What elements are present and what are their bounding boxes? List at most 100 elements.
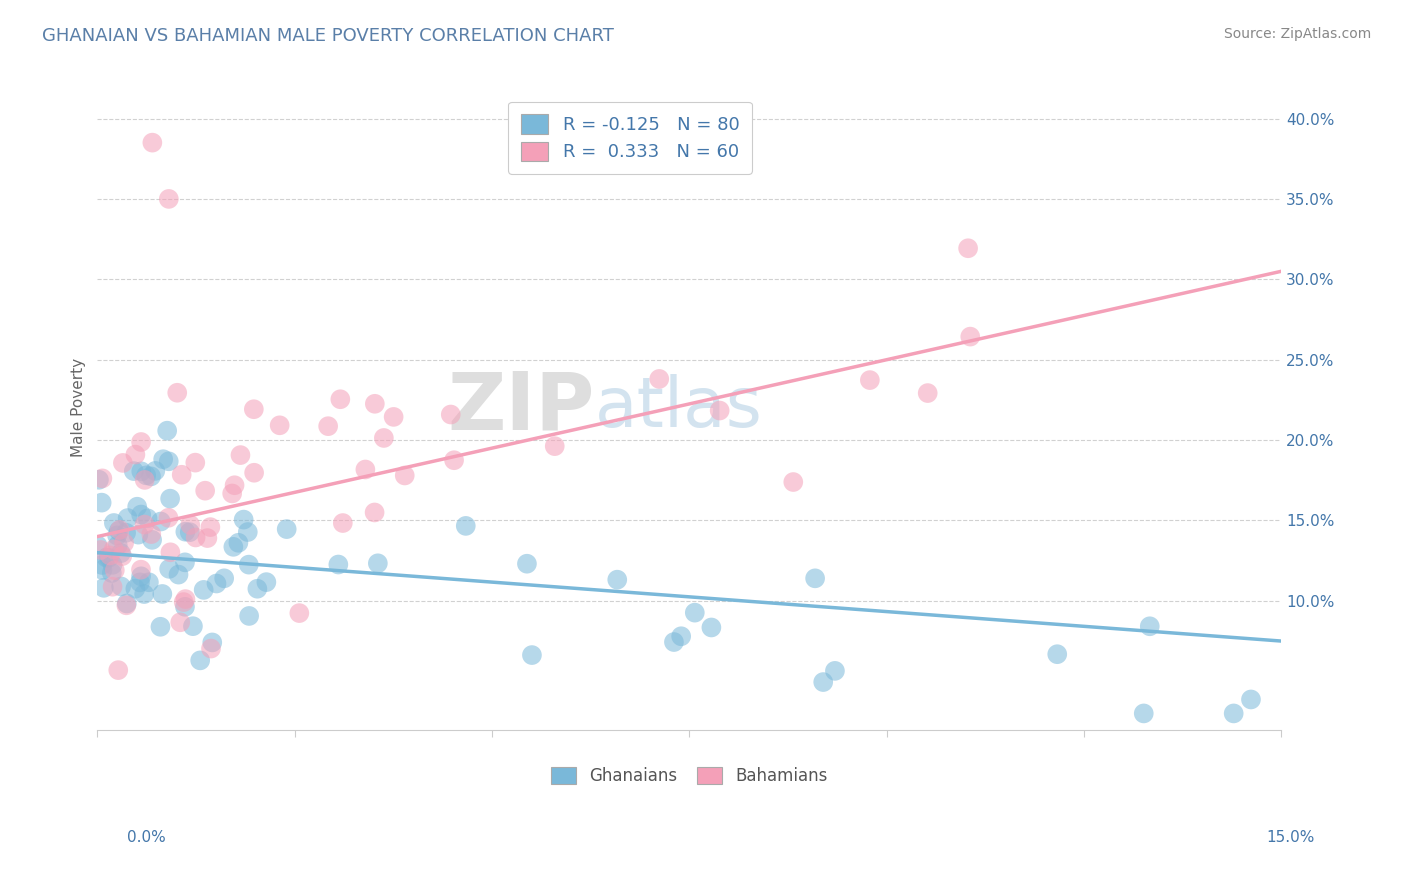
Y-axis label: Male Poverty: Male Poverty xyxy=(72,359,86,458)
Point xyxy=(141,136,163,150)
Point xyxy=(184,456,207,470)
Point xyxy=(700,620,723,634)
Point xyxy=(103,516,125,530)
Point xyxy=(101,566,124,580)
Point xyxy=(141,527,163,541)
Point xyxy=(367,556,389,570)
Point xyxy=(194,483,217,498)
Text: 0.0%: 0.0% xyxy=(127,830,166,845)
Point xyxy=(134,517,156,532)
Point xyxy=(170,467,193,482)
Point xyxy=(110,579,132,593)
Point xyxy=(354,462,377,476)
Text: atlas: atlas xyxy=(595,375,762,442)
Point xyxy=(683,606,706,620)
Point xyxy=(124,448,146,462)
Point xyxy=(221,486,243,500)
Point xyxy=(138,575,160,590)
Point xyxy=(804,571,827,585)
Point xyxy=(105,528,128,542)
Point xyxy=(101,580,124,594)
Point xyxy=(363,506,385,520)
Point xyxy=(1046,647,1069,661)
Point xyxy=(107,538,129,552)
Point xyxy=(115,599,138,613)
Point xyxy=(181,619,204,633)
Point xyxy=(1139,619,1161,633)
Point xyxy=(129,569,152,583)
Point xyxy=(662,635,685,649)
Point xyxy=(959,329,981,343)
Point xyxy=(96,550,118,565)
Point xyxy=(87,473,110,487)
Point xyxy=(91,558,114,572)
Point xyxy=(174,555,197,569)
Point xyxy=(269,418,291,433)
Point xyxy=(124,582,146,596)
Point xyxy=(97,550,120,565)
Point xyxy=(316,419,339,434)
Point xyxy=(364,397,387,411)
Point xyxy=(243,402,266,417)
Point xyxy=(957,241,980,255)
Point xyxy=(110,546,132,560)
Point xyxy=(197,531,219,545)
Point xyxy=(101,558,124,572)
Point xyxy=(90,495,112,509)
Point xyxy=(328,558,350,572)
Point xyxy=(440,408,463,422)
Point xyxy=(159,545,181,559)
Point xyxy=(276,522,298,536)
Point xyxy=(200,641,222,656)
Point xyxy=(454,519,477,533)
Point xyxy=(193,582,215,597)
Point xyxy=(824,664,846,678)
Point xyxy=(917,386,939,401)
Text: ZIP: ZIP xyxy=(447,369,595,447)
Point xyxy=(188,653,211,667)
Point xyxy=(159,491,181,506)
Text: 15.0%: 15.0% xyxy=(1267,830,1315,845)
Point xyxy=(1222,706,1244,721)
Point xyxy=(232,513,254,527)
Point xyxy=(443,453,465,467)
Point xyxy=(373,431,395,445)
Point xyxy=(152,452,174,467)
Point xyxy=(111,549,134,563)
Point xyxy=(179,525,201,540)
Point xyxy=(129,435,152,450)
Point xyxy=(200,520,222,534)
Point xyxy=(179,517,201,532)
Point xyxy=(205,576,228,591)
Point xyxy=(212,571,235,585)
Point xyxy=(782,475,804,489)
Legend: Ghanaians, Bahamians: Ghanaians, Bahamians xyxy=(544,760,835,792)
Point xyxy=(135,468,157,483)
Point xyxy=(157,562,180,576)
Point xyxy=(122,464,145,478)
Point xyxy=(150,587,173,601)
Point xyxy=(544,439,567,453)
Point xyxy=(174,592,197,607)
Point xyxy=(98,549,121,563)
Point xyxy=(606,573,628,587)
Point xyxy=(129,563,152,577)
Point xyxy=(166,385,188,400)
Point xyxy=(238,558,260,572)
Point xyxy=(139,469,162,483)
Point xyxy=(813,675,835,690)
Point xyxy=(201,635,224,649)
Point xyxy=(669,629,692,643)
Point xyxy=(115,597,138,611)
Point xyxy=(224,478,246,492)
Point xyxy=(229,448,252,462)
Point xyxy=(91,471,114,485)
Point xyxy=(90,543,112,558)
Point xyxy=(129,575,152,590)
Point xyxy=(86,538,108,552)
Text: GHANAIAN VS BAHAMIAN MALE POVERTY CORRELATION CHART: GHANAIAN VS BAHAMIAN MALE POVERTY CORREL… xyxy=(42,27,614,45)
Point xyxy=(516,557,538,571)
Point xyxy=(156,424,179,438)
Point xyxy=(103,542,125,557)
Point xyxy=(859,373,882,387)
